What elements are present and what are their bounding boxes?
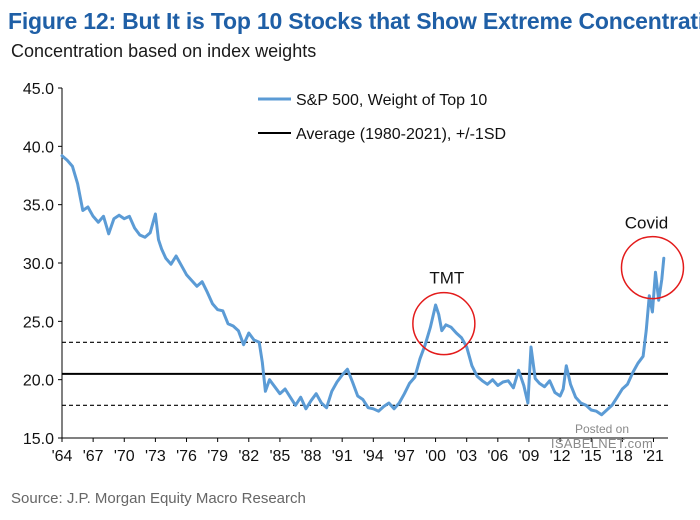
- x-tick-label: '18: [612, 448, 633, 465]
- x-tick-label: '67: [83, 448, 104, 465]
- x-tick-label: '73: [145, 448, 166, 465]
- x-tick-label: '15: [581, 448, 602, 465]
- x-tick-label: '00: [425, 448, 446, 465]
- figure-subtitle: Concentration based on index weights: [11, 41, 317, 61]
- x-tick-label: '79: [207, 448, 228, 465]
- x-tick-label: '64: [52, 448, 73, 465]
- x-tick-label: '85: [269, 448, 290, 465]
- watermark-site: ISABELNET.com: [550, 436, 654, 451]
- x-tick-label: '70: [114, 448, 135, 465]
- x-tick-label: '76: [176, 448, 197, 465]
- annotation-tmt: TMT: [429, 269, 464, 288]
- legend-label-average: Average (1980-2021), +/-1SD: [296, 126, 506, 143]
- y-tick-label: 35.0: [23, 198, 54, 215]
- y-tick-label: 25.0: [23, 314, 54, 331]
- y-tick-label: 20.0: [23, 373, 54, 390]
- x-tick-label: '06: [487, 448, 508, 465]
- y-tick-label: 30.0: [23, 256, 54, 273]
- x-tick-label: '03: [456, 448, 477, 465]
- x-tick-label: '12: [550, 448, 571, 465]
- x-tick-label: '21: [643, 448, 664, 465]
- x-tick-label: '88: [301, 448, 322, 465]
- covid-highlight-circle: [620, 235, 685, 300]
- y-tick-label: 15.0: [23, 431, 54, 448]
- tmt-highlight-circle: [412, 291, 476, 356]
- source-note: Source: J.P. Morgan Equity Macro Researc…: [11, 490, 306, 507]
- isabelnet-watermark: Posted on ISABELNET.com: [547, 422, 657, 451]
- x-tick-label: '97: [394, 448, 415, 465]
- x-tick-label: '82: [238, 448, 259, 465]
- annotation-covid: Covid: [625, 214, 668, 233]
- x-tick-label: '91: [332, 448, 353, 465]
- legend-label-series: S&P 500, Weight of Top 10: [296, 92, 487, 109]
- y-tick-label: 45.0: [23, 81, 54, 98]
- figure-title: Figure 12: But It is Top 10 Stocks that …: [8, 8, 700, 34]
- series-line-top10-weight: [60, 154, 666, 417]
- x-tick-label: '94: [363, 448, 384, 465]
- watermark-posted-on: Posted on: [574, 422, 630, 436]
- x-tick-label: '09: [519, 448, 540, 465]
- y-tick-label: 40.0: [23, 139, 54, 156]
